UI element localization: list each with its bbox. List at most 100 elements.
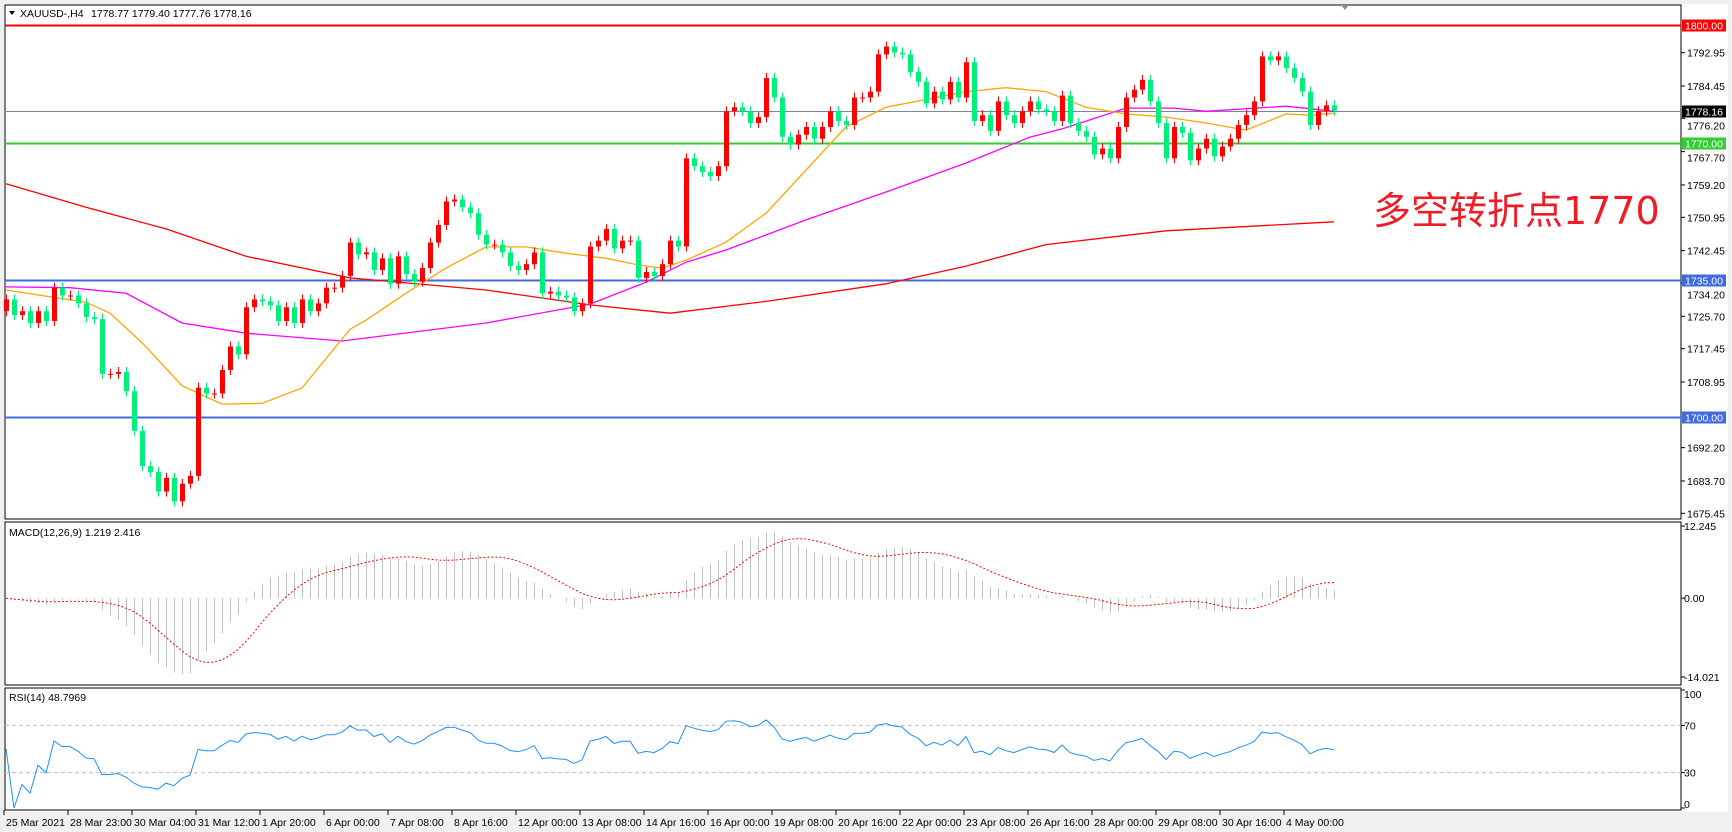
candle [692,153,697,172]
candle [1076,118,1081,136]
candle-body [332,287,337,289]
candle [860,92,865,103]
candle [660,259,665,281]
candle-body [140,430,145,467]
level-label: 1735.00 [1685,276,1723,288]
candle [1252,96,1257,121]
candle-body [1268,56,1273,61]
candle-body [732,107,737,112]
candle [524,259,529,276]
candle [84,298,89,323]
candle-body [1292,68,1297,78]
candle-body [548,291,553,294]
candle [36,306,41,328]
price-tick-label: 1767.70 [1687,153,1725,165]
candle [52,282,57,327]
candle [204,382,209,399]
candle [1148,74,1153,107]
candle [732,102,737,117]
rsi-tick-label: 0 [1684,799,1690,811]
candle [1332,100,1337,116]
time-tick-label: 23 Apr 08:00 [966,817,1026,829]
candle-body [1068,95,1073,124]
price-tick-label: 1784.45 [1687,81,1725,93]
candle-body [564,295,569,298]
candle [444,196,449,230]
candle-body [620,240,625,249]
candle [172,472,177,507]
time-tick-label: 25 Mar 2021 [6,817,65,829]
time-tick-label: 14 Apr 16:00 [646,817,706,829]
macd-panel[interactable] [4,521,1682,686]
triangle-down-icon[interactable] [9,11,15,15]
price-tick-label: 1708.95 [1687,377,1725,389]
candle-body [468,207,473,214]
candle-body [28,311,33,323]
candle [756,112,761,129]
candle [940,86,945,105]
candle-body [108,373,113,375]
candle-body [1228,138,1233,147]
candle [1116,121,1121,164]
candle-body [84,303,89,318]
candle [44,306,49,327]
time-tick-label: 19 Apr 08:00 [774,817,834,829]
candle [1204,133,1209,154]
candle [716,161,721,181]
rsi-panel[interactable] [4,687,1682,811]
candle-body [68,295,73,297]
chart-background [4,4,1728,812]
candle-body [484,234,489,245]
macd-title: MACD(12,26,9) 1.219 2.416 [9,527,140,539]
candle-body [436,224,441,243]
candle [108,368,113,379]
candle [476,208,481,240]
candle [1188,127,1193,166]
candle [324,282,329,309]
candle [804,121,809,140]
macd-signal-line [5,538,1335,663]
candle [708,167,713,181]
candle [1228,133,1233,152]
level-label-box [1682,137,1726,150]
candle-body [460,199,465,208]
candle [1268,51,1273,66]
candle [436,219,441,248]
candle [956,76,961,103]
candle [92,312,97,325]
candle [572,292,577,317]
candle-body [60,287,65,296]
candle-body [1316,111,1321,125]
candle-body [156,471,161,492]
price-panel[interactable] [4,4,1682,520]
candle [28,306,33,328]
time-axis[interactable]: 25 Mar 2021 28 Mar 23:00 30 Mar 04:00 31 Ma… [3,810,1344,829]
candle-body [492,244,497,246]
candle [508,247,513,272]
chart-shift-marker-icon[interactable] [1341,5,1349,10]
rsi-tick-label: 70 [1684,720,1696,732]
candle [252,294,257,313]
candle-body [956,81,961,98]
candle [100,314,105,379]
time-tick-label: 1 Apr 20:00 [262,817,316,829]
candle-body [780,97,785,137]
price-axis[interactable]: 1792.95 1784.45 1776.20 1767.70 1759.20 1750.… [1681,19,1726,521]
candle [404,251,409,279]
candle-body [284,307,289,322]
candle [676,235,681,252]
candle [1060,90,1065,127]
candle-body [868,91,873,98]
candle [516,261,521,276]
candle [20,306,25,321]
candle [196,382,201,481]
candle-body [172,477,177,502]
candle [1260,51,1265,107]
candle-body [1124,97,1129,127]
rsi-tick-label: 30 [1684,768,1696,780]
time-tick-label: 6 Apr 00:00 [326,817,380,829]
candle-body [116,371,121,374]
candle-body [220,370,225,394]
candle [380,253,385,276]
